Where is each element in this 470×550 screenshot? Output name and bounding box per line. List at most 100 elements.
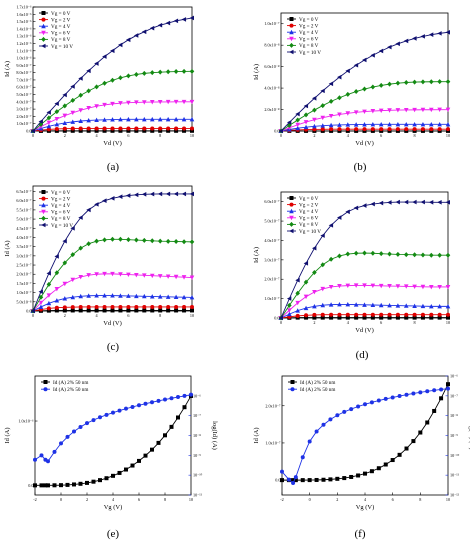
data-point [312,123,317,129]
y-tick-label: 2.0x10⁻⁷ [16,272,32,277]
y-tick-label: 0.0 [26,129,31,134]
data-point [412,79,417,85]
data-point [378,48,384,54]
data-point [293,475,298,480]
data-point [353,283,359,288]
data-point [412,107,417,113]
data-point [169,424,174,429]
data-point [157,191,163,197]
legend-label: Id (A) 2% 50 nm [300,379,335,386]
data-point [314,429,319,434]
legend-marker [43,380,48,384]
panel-e: -2 0 2 4 6 8 10 0.0 1.0x10⁻⁶ 10⁻¹¹ 10⁻¹⁰ 10⁻⁹ 10⁻⁸ 10… [4,375,218,511]
data-point [150,126,155,131]
data-point [312,245,317,251]
data-point [86,126,91,131]
data-point [157,22,163,28]
data-point [54,126,59,131]
y-tick-label: 3.0x10⁻⁷ [264,257,280,262]
data-point [189,275,195,280]
data-point [118,42,123,48]
y-axis-label: Id (A) [253,247,260,263]
data-point [165,69,171,75]
data-point [439,396,444,401]
data-point [412,36,417,41]
data-point [370,250,376,256]
data-point [118,128,123,133]
legend-marker [289,29,294,35]
data-point [312,290,317,295]
data-point [437,121,442,127]
legend-label: Vg = 0 V [299,17,319,23]
x-tick-label: 4 [112,497,115,502]
y-tick-label: 8.0x10⁻⁸ [264,43,280,48]
data-point [38,300,44,306]
y-tick-label: 2.5x10⁻⁷ [16,263,32,268]
data-point [345,209,350,215]
data-point [181,17,187,22]
data-point [295,300,300,306]
legend-label: Vg = 10 V [299,229,321,235]
data-point [189,116,195,122]
data-point [62,120,68,125]
data-point [295,277,300,283]
y-tick-label: 2.0x10⁻⁷ [16,114,32,119]
data-point [303,261,309,266]
data-point [174,128,179,133]
data-point [379,127,384,132]
data-point [166,126,171,131]
data-point [370,302,376,308]
data-point [295,117,300,123]
data-point [189,99,195,105]
legend-marker [41,30,46,36]
x-tick-label: 6 [392,497,394,502]
data-point [54,116,60,122]
data-point [134,304,139,309]
legend-label: Id (A) 2% 50 nm [300,386,335,393]
data-point [78,293,83,299]
legend-label: Vg = 4 V [299,30,319,36]
data-point [345,283,351,289]
data-point [354,127,359,132]
data-point [404,127,409,132]
data-point [437,31,442,36]
data-point [54,254,59,259]
data-point [342,476,347,481]
data-point [420,34,425,39]
data-point [189,392,193,397]
data-point [379,312,384,317]
data-point [143,401,148,406]
data-point [362,109,367,114]
data-point [150,128,155,133]
data-point [70,84,75,89]
data-point [412,284,417,289]
data-point [189,239,195,245]
y-tick-label: 1.4x10⁻⁶ [16,26,32,31]
data-point [420,107,426,113]
data-point [102,237,107,243]
data-point [411,391,416,396]
y-tick-label: 1.0x10⁻⁶ [16,56,32,61]
data-point [403,252,409,258]
x-tick-label: 6 [138,497,140,502]
y-axis-label: Id (A) [4,61,11,77]
data-point [287,311,292,317]
data-point [189,191,194,197]
data-point [126,100,131,106]
data-point [166,308,171,313]
data-point [94,126,99,131]
data-point [46,293,52,298]
data-point [412,252,417,258]
y-tick-label: 5.5x10⁻⁷ [16,207,32,212]
data-point [165,238,171,244]
data-point [378,200,384,206]
data-point [300,478,305,483]
data-point [445,252,451,258]
data-point [52,483,57,488]
legend-label: Vg = 0 V [299,196,319,202]
data-point [320,315,325,320]
data-point [378,302,384,308]
data-point [43,483,48,488]
data-point [102,304,107,309]
